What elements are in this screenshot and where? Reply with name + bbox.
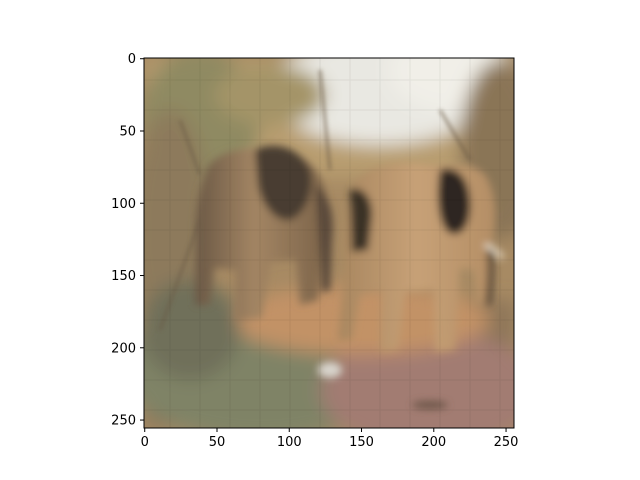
y-tick-label: 0	[128, 52, 136, 67]
x-tick-label: 200	[421, 435, 446, 450]
x-tick-label: 150	[349, 435, 374, 450]
x-tick-label: 250	[494, 435, 519, 450]
photo-image	[144, 58, 514, 428]
x-tick-label: 0	[141, 435, 149, 450]
y-tick-label: 150	[111, 269, 136, 284]
x-tick-label: 100	[277, 435, 302, 450]
x-axis: 0 50 100 150 200 250	[141, 428, 519, 450]
x-tick-label: 50	[209, 435, 226, 450]
axes-frame	[143, 57, 515, 429]
y-tick-label: 250	[111, 414, 136, 429]
y-tick-label: 200	[111, 341, 136, 356]
y-axis: 0 50 100 150 200 250	[111, 52, 144, 429]
y-tick-label: 100	[111, 197, 136, 212]
y-tick-label: 50	[119, 124, 136, 139]
